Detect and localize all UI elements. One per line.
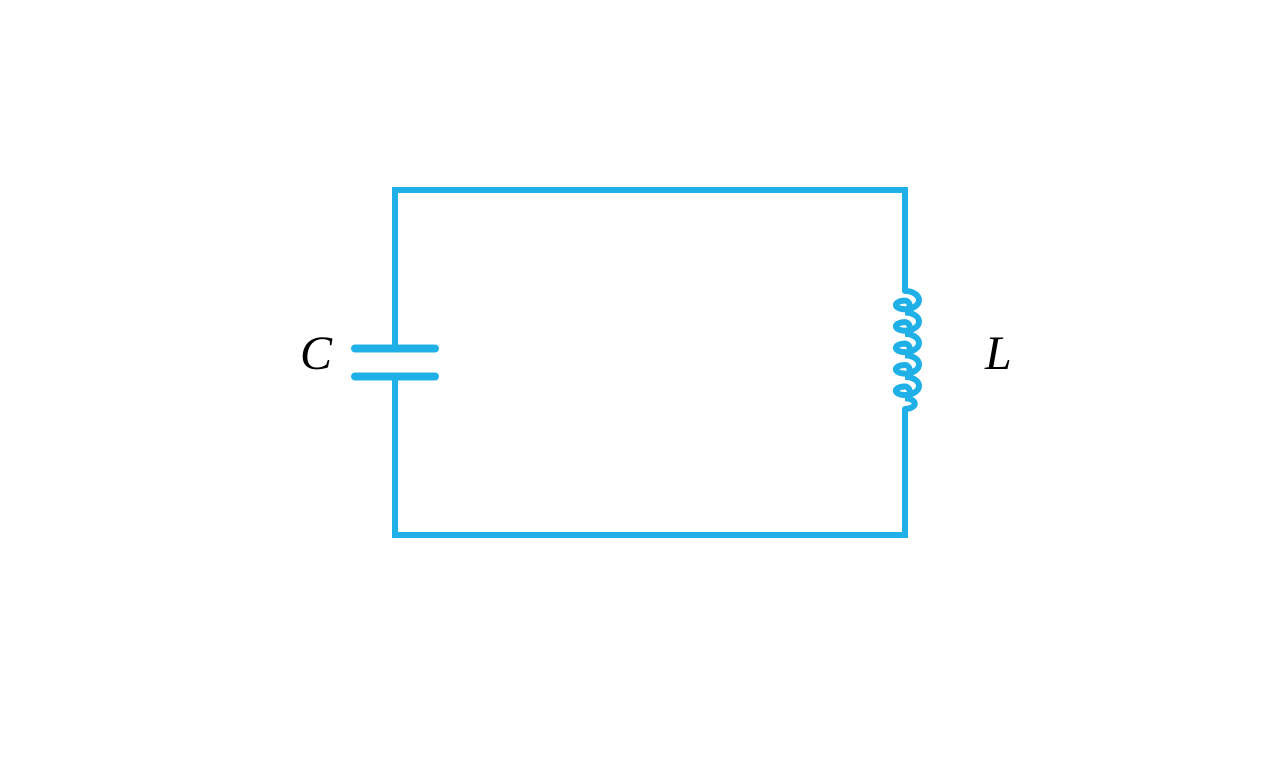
inductor-label: L bbox=[985, 330, 1012, 378]
capacitor-label: C bbox=[300, 330, 332, 378]
lc-circuit-diagram: C L bbox=[0, 0, 1280, 757]
circuit-svg bbox=[0, 0, 1280, 757]
